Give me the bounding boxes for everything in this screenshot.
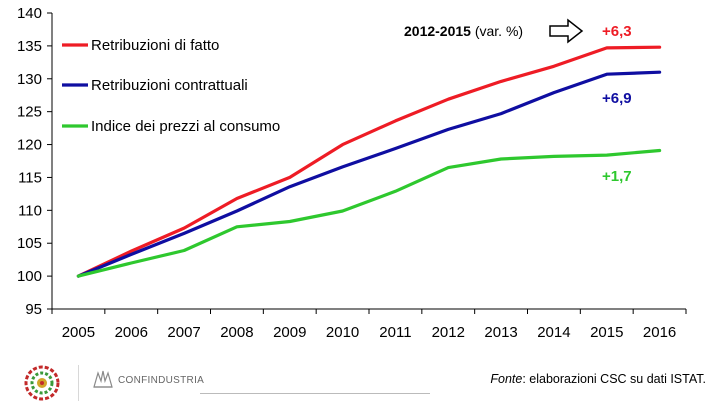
x-tick-label: 2016 xyxy=(643,324,676,341)
y-tick-label: 135 xyxy=(17,38,42,55)
period-label-unit: (var. %) xyxy=(471,23,523,39)
x-tick-label: 2007 xyxy=(167,324,200,341)
confindustria-logo: CONFINDUSTRIA xyxy=(92,369,204,389)
x-tick-label: 2010 xyxy=(326,324,359,341)
footer: CONFINDUSTRIA Fonte: elaborazioni CSC su… xyxy=(0,355,712,411)
series-line-2 xyxy=(76,70,662,278)
x-tick-label: 2006 xyxy=(115,324,148,341)
line-chart: 95 100 105 110 115 120 125 130 135 140 2005 2006 200… xyxy=(17,5,687,341)
series-line-1 xyxy=(76,45,662,278)
chart-series-lines xyxy=(76,45,662,278)
outline-arrow-icon xyxy=(549,18,584,44)
source-text: : elaborazioni CSC su dati ISTAT. xyxy=(522,372,706,386)
legend-label: Indice dei prezzi al consumo xyxy=(91,118,280,135)
y-tick-label: 115 xyxy=(18,169,42,186)
x-tick-label: 2014 xyxy=(537,324,570,341)
source-note: Fonte: elaborazioni CSC su dati ISTAT. xyxy=(490,372,706,386)
footer-divider xyxy=(78,365,79,401)
x-tick-label: 2009 xyxy=(273,324,306,341)
period-label-years: 2012-2015 xyxy=(404,23,471,39)
confindustria-emblem-icon xyxy=(93,370,113,388)
y-tick-label: 105 xyxy=(17,235,42,252)
end-value-label: +6,3 xyxy=(602,23,632,40)
y-tick-label: 140 xyxy=(17,5,42,22)
y-tick-label: 95 xyxy=(25,301,42,318)
source-label: Fonte xyxy=(490,372,523,386)
legend-label: Retribuzioni contrattuali xyxy=(91,77,248,94)
y-tick-label: 125 xyxy=(17,104,42,121)
y-tick-label: 130 xyxy=(17,71,42,88)
chart-axes: 95 100 105 110 115 120 125 130 135 140 2005 2006 200… xyxy=(17,5,687,341)
period-label: 2012-2015 (var. %) xyxy=(404,23,523,39)
end-value-label: +1,7 xyxy=(602,168,632,185)
footer-rule xyxy=(200,393,430,394)
chart-legend: Retribuzioni di fatto Retribuzioni contra… xyxy=(62,37,280,135)
series-line-3 xyxy=(76,148,662,278)
x-tick-label: 2005 xyxy=(62,324,95,341)
chart-annotations: 2012-2015 (var. %) +6,3 +6,9 +1,7 xyxy=(404,18,632,185)
y-tick-label: 100 xyxy=(17,268,42,285)
x-tick-label: 2012 xyxy=(432,324,465,341)
x-tick-label: 2011 xyxy=(379,324,411,341)
y-tick-label: 110 xyxy=(18,202,42,219)
x-tick-label: 2015 xyxy=(590,324,623,341)
x-tick-label: 2008 xyxy=(220,324,253,341)
confindustria-wordmark: CONFINDUSTRIA xyxy=(118,375,205,386)
csc-logo-icon xyxy=(24,365,60,401)
y-tick-label: 120 xyxy=(17,137,42,154)
legend-label: Retribuzioni di fatto xyxy=(91,37,219,54)
x-tick-label: 2013 xyxy=(484,324,517,341)
end-value-label: +6,9 xyxy=(602,90,632,107)
